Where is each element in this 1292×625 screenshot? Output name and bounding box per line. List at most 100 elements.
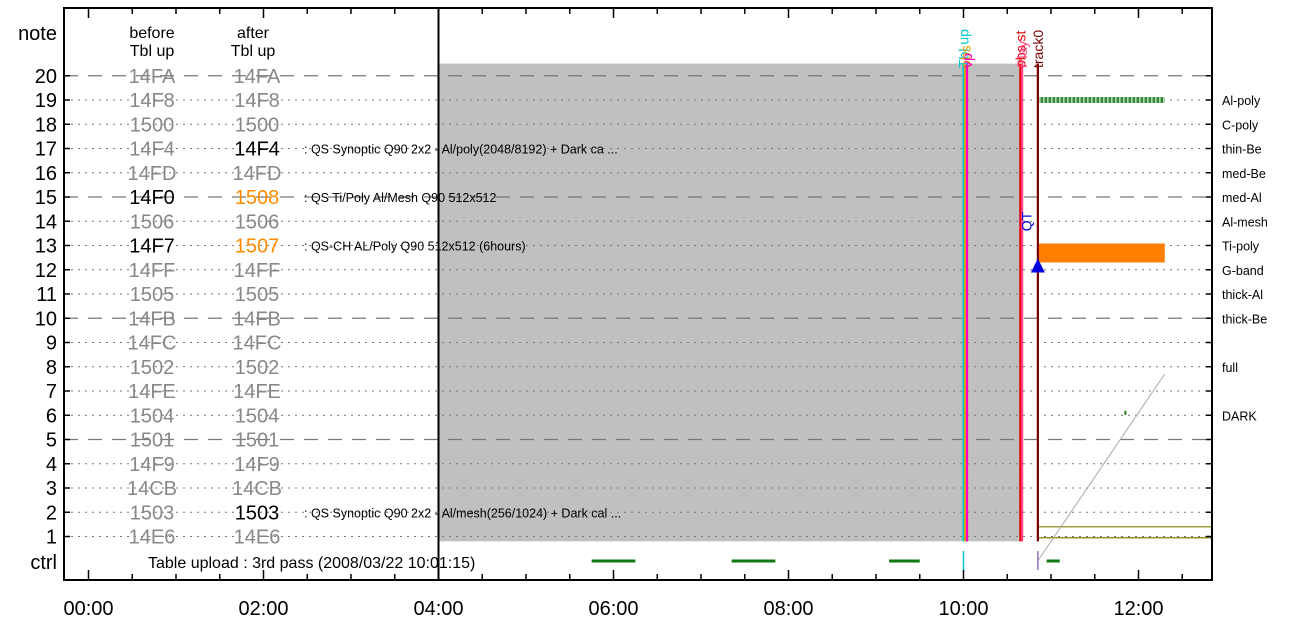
after-code: 1501 bbox=[235, 430, 280, 452]
y-tick-label: 2 bbox=[46, 502, 57, 524]
y-tick-label: 5 bbox=[46, 430, 57, 452]
after-code: 1507 bbox=[235, 236, 280, 258]
ctrl-row-label: ctrl bbox=[30, 552, 57, 574]
x-tick-label: 12:00 bbox=[1113, 598, 1163, 620]
after-code: 1506 bbox=[235, 211, 280, 233]
gray-region bbox=[438, 63, 1021, 542]
before-code: 14F8 bbox=[129, 90, 175, 112]
after-code: 14FC bbox=[233, 333, 282, 355]
marker-label-tbl-up: Tbl up bbox=[956, 29, 972, 68]
after-code: 14FE bbox=[233, 381, 281, 403]
after-code: 1502 bbox=[235, 357, 280, 379]
before-code: 1506 bbox=[130, 211, 175, 233]
filter-label-med-be: med-Be bbox=[1222, 167, 1266, 181]
filter-bar-green bbox=[1037, 97, 1165, 103]
before-code: 14CB bbox=[127, 478, 177, 500]
after-code: 1508 bbox=[235, 187, 280, 209]
y-tick-label: 20 bbox=[35, 66, 57, 88]
filter-label-ti-poly: Ti-poly bbox=[1222, 240, 1260, 254]
marker-label-obs-st: obs st bbox=[1012, 31, 1028, 68]
before-header-line2: Tbl up bbox=[130, 43, 175, 60]
filter-label-al-mesh: Al-mesh bbox=[1222, 215, 1268, 229]
before-code: 1505 bbox=[130, 284, 175, 306]
before-code: 1504 bbox=[130, 405, 175, 427]
before-code: 14E6 bbox=[129, 527, 176, 549]
y-tick-label: 17 bbox=[35, 139, 57, 161]
x-tick-label: 00:00 bbox=[63, 598, 113, 620]
y-tick-label: 14 bbox=[35, 211, 57, 233]
after-code: 14FB bbox=[233, 308, 281, 330]
marker-label-track0: track0 bbox=[1030, 30, 1046, 68]
y-tick-label: 1 bbox=[46, 527, 57, 549]
before-code: 1501 bbox=[130, 430, 175, 452]
pointing-triangle-marker bbox=[1030, 258, 1045, 273]
y-tick-label: 12 bbox=[35, 260, 57, 282]
y-tick-label: 16 bbox=[35, 163, 57, 185]
filter-label-c-poly: C-poly bbox=[1222, 118, 1259, 132]
before-header-line1: before bbox=[129, 25, 174, 42]
before-code: 14FB bbox=[128, 308, 176, 330]
y-tick-label: 9 bbox=[46, 333, 57, 355]
after-header-line2: Tbl up bbox=[231, 43, 276, 60]
after-code: 14CB bbox=[232, 478, 282, 500]
before-code: 14FD bbox=[128, 163, 177, 185]
before-code: 14FF bbox=[129, 260, 176, 282]
after-code: 14F8 bbox=[234, 90, 280, 112]
after-code: 1500 bbox=[235, 114, 280, 136]
y-tick-label: 15 bbox=[35, 187, 57, 209]
before-code: 14F9 bbox=[129, 454, 175, 476]
row-description: : QS-CH AL/Poly Q90 512x512 (6hours) bbox=[304, 240, 526, 254]
before-code: 14FE bbox=[128, 381, 176, 403]
y-tick-label: 19 bbox=[35, 90, 57, 112]
after-code: 14F4 bbox=[234, 139, 280, 161]
after-code: 14F9 bbox=[234, 454, 280, 476]
before-code: 14F7 bbox=[129, 236, 175, 258]
filter-label-al-poly: Al-poly bbox=[1222, 94, 1261, 108]
gray-diagonal-line bbox=[1037, 373, 1166, 562]
after-code: 1505 bbox=[235, 284, 280, 306]
row-description: : QS Synoptic Q90 2x2 - Al/poly(2048/819… bbox=[304, 143, 618, 157]
filter-label-thin-be: thin-Be bbox=[1222, 143, 1262, 157]
before-code: 1503 bbox=[130, 502, 175, 524]
y-tick-label: 6 bbox=[46, 405, 57, 427]
filter-label-dark: DARK bbox=[1222, 409, 1257, 423]
filter-label-g-band: G-band bbox=[1222, 264, 1264, 278]
filter-label-thick-al: thick-Al bbox=[1222, 288, 1263, 302]
before-code: 14F4 bbox=[129, 139, 175, 161]
after-code: 1504 bbox=[235, 405, 280, 427]
y-tick-label: 8 bbox=[46, 357, 57, 379]
marker-label-obs: obs bbox=[957, 45, 973, 68]
y-tick-label: 3 bbox=[46, 478, 57, 500]
y-tick-label: 13 bbox=[35, 236, 57, 258]
filter-bar-orange bbox=[1037, 243, 1165, 263]
x-tick-label: 04:00 bbox=[413, 598, 463, 620]
y-tick-label: 7 bbox=[46, 381, 57, 403]
after-code: 14FA bbox=[234, 66, 281, 88]
after-code: 14FF bbox=[234, 260, 281, 282]
filter-label-thick-be: thick-Be bbox=[1222, 312, 1267, 326]
after-code: 1503 bbox=[235, 502, 280, 524]
marker-label-play: Play bbox=[1014, 41, 1030, 68]
before-code: 14FC bbox=[128, 333, 177, 355]
y-tick-label: 18 bbox=[35, 114, 57, 136]
qt-label: QT bbox=[1019, 211, 1035, 231]
before-code: 1500 bbox=[130, 114, 175, 136]
before-code: 14FA bbox=[129, 66, 176, 88]
x-tick-label: 10:00 bbox=[938, 598, 988, 620]
row-description: : QS Ti/Poly Al/Mesh Q90 512x512 bbox=[304, 191, 497, 205]
filter-label-med-al: med-Al bbox=[1222, 191, 1262, 205]
after-header-line1: after bbox=[237, 25, 270, 42]
filter-label-full: full bbox=[1222, 361, 1238, 375]
marker-label-vp: vp bbox=[959, 53, 975, 68]
ctrl-upload-text: Table upload : 3rd pass (2008/03/22 10:0… bbox=[148, 555, 475, 572]
after-code: 14E6 bbox=[234, 527, 281, 549]
x-tick-label: 08:00 bbox=[763, 598, 813, 620]
x-tick-label: 06:00 bbox=[588, 598, 638, 620]
after-code: 14FD bbox=[233, 163, 282, 185]
y-axis-label: note bbox=[18, 23, 57, 45]
y-tick-label: 11 bbox=[36, 284, 57, 306]
before-code: 1502 bbox=[130, 357, 175, 379]
before-code: 14F0 bbox=[129, 187, 175, 209]
y-tick-label: 4 bbox=[46, 454, 57, 476]
